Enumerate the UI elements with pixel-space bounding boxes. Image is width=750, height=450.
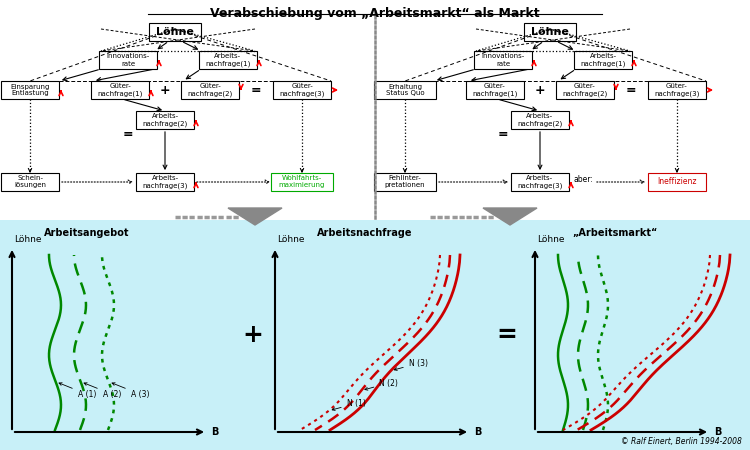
FancyBboxPatch shape (273, 81, 331, 99)
Text: Verabschiebung vom „Arbeitsmarkt“ als Markt: Verabschiebung vom „Arbeitsmarkt“ als Ma… (210, 7, 540, 20)
FancyBboxPatch shape (271, 173, 333, 191)
Text: +: + (160, 84, 170, 96)
Text: Arbeitsangebot: Arbeitsangebot (44, 228, 130, 238)
Text: Löhne: Löhne (14, 235, 41, 244)
Text: Löhne: Löhne (531, 27, 569, 37)
Text: Erhaltung
Status Quo: Erhaltung Status Quo (386, 84, 424, 96)
Text: „Arbeitsmarkt“: „Arbeitsmarkt“ (572, 228, 658, 238)
Text: Einsparung
Entlastung: Einsparung Entlastung (10, 84, 50, 96)
Polygon shape (483, 208, 537, 225)
Text: =: = (496, 323, 517, 347)
FancyBboxPatch shape (149, 23, 201, 41)
Text: Ineffizienz: Ineffizienz (657, 177, 697, 186)
FancyBboxPatch shape (556, 81, 614, 99)
Text: B: B (211, 427, 218, 437)
Text: =: = (626, 84, 636, 96)
Text: N (1): N (1) (332, 399, 365, 410)
Text: =: = (251, 84, 261, 96)
FancyBboxPatch shape (0, 220, 750, 450)
FancyBboxPatch shape (99, 51, 157, 69)
Text: Arbeits-
nachfrage(3): Arbeits- nachfrage(3) (142, 175, 188, 189)
FancyBboxPatch shape (466, 81, 524, 99)
Text: B: B (714, 427, 722, 437)
Text: aber:: aber: (573, 175, 593, 184)
FancyBboxPatch shape (511, 173, 569, 191)
Text: Güter-
nachfrage(2): Güter- nachfrage(2) (188, 83, 232, 97)
Polygon shape (228, 208, 282, 225)
FancyBboxPatch shape (648, 81, 706, 99)
Text: Güter-
nachfrage(3): Güter- nachfrage(3) (279, 83, 325, 97)
Text: +: + (242, 323, 263, 347)
Text: A (3): A (3) (112, 383, 149, 399)
Text: Arbeitsnachfrage: Arbeitsnachfrage (317, 228, 413, 238)
Text: N (3): N (3) (394, 359, 427, 370)
FancyBboxPatch shape (1, 81, 59, 99)
Text: A (2): A (2) (84, 383, 121, 399)
FancyBboxPatch shape (199, 51, 257, 69)
Text: A (1): A (1) (59, 383, 96, 399)
Text: Arbeits-
nachfrage(2): Arbeits- nachfrage(2) (142, 113, 188, 127)
Text: Fehlinter-
pretationen: Fehlinter- pretationen (385, 176, 425, 189)
Text: Löhne: Löhne (277, 235, 304, 244)
Text: Löhne: Löhne (156, 27, 194, 37)
Text: N (2): N (2) (365, 378, 398, 390)
Text: =: = (498, 127, 508, 140)
Text: Arbeits-
nachfrage(3): Arbeits- nachfrage(3) (518, 175, 562, 189)
FancyBboxPatch shape (511, 111, 569, 129)
FancyBboxPatch shape (524, 23, 576, 41)
FancyBboxPatch shape (181, 81, 239, 99)
FancyBboxPatch shape (574, 51, 632, 69)
Text: Arbeits-
nachfrage(1): Arbeits- nachfrage(1) (206, 53, 251, 67)
Text: =: = (123, 127, 134, 140)
Text: Wohlfahrts-
maximierung: Wohlfahrts- maximierung (279, 176, 326, 189)
FancyBboxPatch shape (374, 173, 436, 191)
Text: Innovations-
rate: Innovations- rate (106, 54, 149, 67)
Text: +: + (535, 84, 545, 96)
FancyBboxPatch shape (1, 173, 59, 191)
Text: Schein-
lösungen: Schein- lösungen (14, 176, 46, 189)
FancyBboxPatch shape (136, 111, 194, 129)
FancyBboxPatch shape (136, 173, 194, 191)
Text: Güter-
nachfrage(3): Güter- nachfrage(3) (654, 83, 700, 97)
FancyBboxPatch shape (474, 51, 532, 69)
FancyBboxPatch shape (648, 173, 706, 191)
Text: Arbeits-
nachfrage(1): Arbeits- nachfrage(1) (580, 53, 626, 67)
Text: Güter-
nachfrage(1): Güter- nachfrage(1) (472, 83, 518, 97)
Text: Güter-
nachfrage(1): Güter- nachfrage(1) (98, 83, 142, 97)
Text: B: B (474, 427, 482, 437)
Text: Güter-
nachfrage(2): Güter- nachfrage(2) (562, 83, 608, 97)
Text: Löhne: Löhne (537, 235, 565, 244)
FancyBboxPatch shape (91, 81, 149, 99)
Text: © Ralf Einert, Berlin 1994-2008: © Ralf Einert, Berlin 1994-2008 (621, 437, 742, 446)
FancyBboxPatch shape (374, 81, 436, 99)
Text: Arbeits-
nachfrage(2): Arbeits- nachfrage(2) (518, 113, 562, 127)
Text: Innovations-
rate: Innovations- rate (482, 54, 525, 67)
